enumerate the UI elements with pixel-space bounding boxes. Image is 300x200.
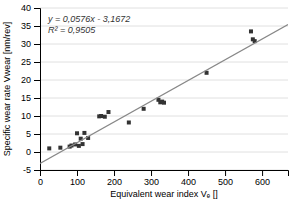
tick-mark	[34, 170, 40, 171]
tick-label: 20	[21, 75, 31, 85]
tick-label: 400	[181, 177, 196, 187]
axis-line	[34, 9, 41, 171]
tick-label: 5	[26, 129, 31, 139]
tick: 20	[21, 75, 40, 85]
scatter-series	[47, 29, 256, 150]
grid-line	[40, 116, 288, 117]
tick: 30	[21, 39, 40, 49]
scatter-point	[99, 114, 103, 118]
tick-mark	[34, 116, 40, 117]
tick: 100	[70, 170, 85, 187]
grid-line	[40, 98, 288, 99]
annotations: y = 0,0576x - 3,1672R² = 0,9505	[47, 14, 130, 35]
scatter-point	[82, 131, 86, 135]
tick-mark	[77, 170, 78, 176]
scatter-point	[127, 120, 131, 124]
tick-label: 10	[21, 111, 31, 121]
tick-label: 15	[21, 93, 31, 103]
annotation: y = 0,0576x - 3,1672	[47, 14, 130, 24]
tick: 300	[144, 170, 159, 187]
tick: 0	[26, 147, 40, 157]
tick: 15	[21, 93, 40, 103]
scatter-point	[81, 142, 85, 146]
tick: 5	[26, 129, 40, 139]
scatter-point	[77, 144, 81, 148]
tick-label: -5	[23, 165, 31, 175]
tick-mark	[262, 170, 263, 176]
tick-label: 0	[26, 147, 31, 157]
tick-mark	[34, 152, 40, 153]
annotation: R² = 0,9505	[48, 25, 96, 35]
tick: 40	[21, 3, 40, 13]
chart-container: 0 100 200 300 400 500 600 -5 0 5 10 15 20 25 30 35 40 y =…	[0, 0, 300, 200]
tick-mark	[188, 170, 189, 176]
tick-mark	[151, 170, 152, 176]
y-axis: -5 0 5 10 15 20 25 30 35 40	[21, 3, 41, 175]
plot-area: 0 100 200 300 400 500 600 -5 0 5 10 15 20 25 30 35 40 y =…	[21, 3, 289, 187]
scatter-point	[249, 29, 253, 33]
tick-label: 300	[144, 177, 159, 187]
grid-line	[40, 44, 288, 45]
tick: 600	[255, 170, 270, 187]
tick-label: 30	[21, 39, 31, 49]
grid-line	[40, 62, 288, 63]
tick-label: 200	[107, 177, 122, 187]
scatter-point	[103, 115, 107, 119]
tick-mark	[114, 170, 115, 176]
grid	[40, 8, 288, 170]
tick-mark	[34, 98, 40, 99]
tick-mark	[34, 80, 40, 81]
tick-label: 0	[38, 177, 43, 187]
tick: -5	[23, 165, 40, 175]
tick-mark	[34, 44, 40, 45]
axis-line	[41, 171, 289, 177]
scatter-point	[162, 101, 166, 105]
grid-line	[40, 80, 288, 81]
scatter-point	[106, 110, 110, 114]
tick-mark	[34, 26, 40, 27]
chart-svg: 0 100 200 300 400 500 600 -5 0 5 10 15 20 25 30 35 40 y =…	[0, 0, 300, 200]
tick-mark	[34, 8, 40, 9]
scatter-point	[75, 131, 79, 135]
tick-label: 600	[255, 177, 270, 187]
tick: 0	[38, 170, 43, 187]
y-axis-title: Specific wear rate Vwear [nm/rev]	[2, 22, 12, 157]
grid-line	[40, 152, 288, 153]
scatter-point	[47, 146, 51, 150]
tick: 200	[107, 170, 122, 187]
tick: 35	[21, 21, 40, 31]
tick-label: 25	[21, 57, 31, 67]
x-axis-title: Equivalent wear index Vₑ []	[110, 189, 217, 199]
scatter-point	[142, 107, 146, 111]
tick-mark	[34, 62, 40, 63]
tick-label: 100	[70, 177, 85, 187]
marks	[40, 24, 288, 163]
tick-label: 35	[21, 21, 31, 31]
tick-label: 40	[21, 3, 31, 13]
tick: 10	[21, 111, 40, 121]
tick: 400	[181, 170, 196, 187]
trend-line	[40, 24, 288, 163]
tick: 500	[218, 170, 233, 187]
tick-label: 500	[218, 177, 233, 187]
grid-line	[40, 8, 288, 9]
tick-mark	[34, 134, 40, 135]
scatter-point	[58, 146, 62, 150]
tick: 25	[21, 57, 40, 67]
x-axis: 0 100 200 300 400 500 600	[38, 170, 289, 187]
tick-mark	[225, 170, 226, 176]
